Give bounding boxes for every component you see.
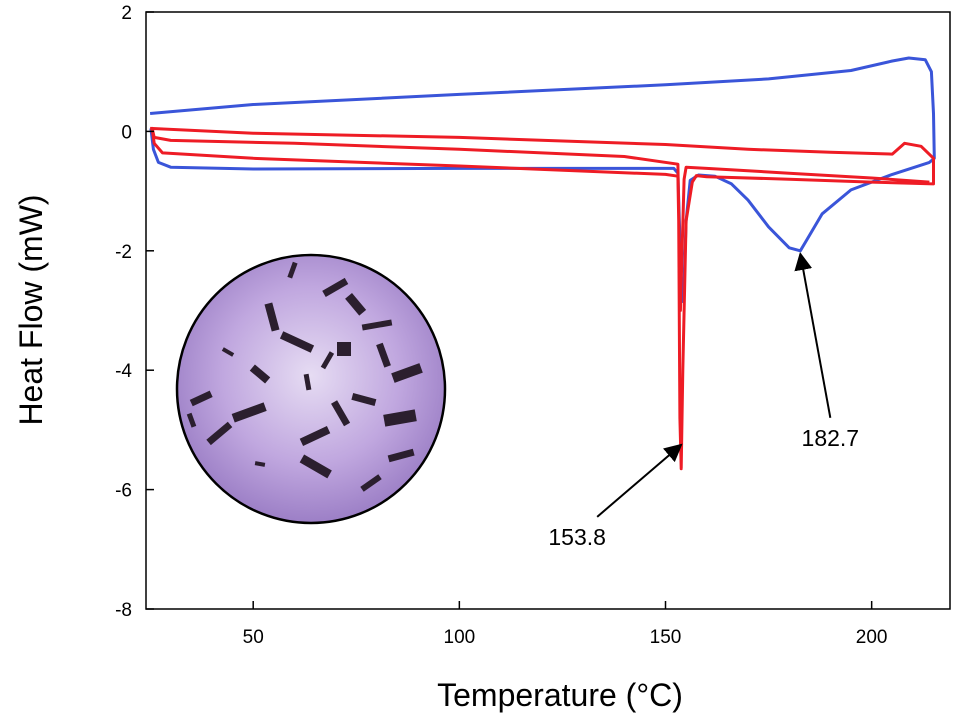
y-tick-label: -4 <box>115 361 132 382</box>
annotation-layer: 153.8 182.7 <box>548 252 860 550</box>
x-tick-label: 50 <box>243 627 264 648</box>
ticks-layer: 50 100 150 200 2 0 -2 -4 -6 -8 <box>115 3 887 648</box>
plot-frame <box>145 11 951 610</box>
annotation-arrow <box>596 443 683 518</box>
y-tick-label: -8 <box>115 600 132 621</box>
x-tick-label: 150 <box>650 627 682 648</box>
y-tick-label: -2 <box>115 242 132 263</box>
annotation-arrow <box>794 252 832 418</box>
y-axis-title: Heat Flow (mW) <box>13 194 49 425</box>
x-tick-label: 200 <box>856 627 888 648</box>
annotation-label: 153.8 <box>548 524 606 550</box>
y-tick-label: 2 <box>121 3 132 24</box>
x-axis-title: Temperature (°C) <box>437 677 683 713</box>
annotation-label: 182.7 <box>802 425 860 451</box>
crystal-micrograph-inset <box>175 253 447 525</box>
y-tick-label: 0 <box>121 122 132 143</box>
series-line-1 <box>149 56 936 303</box>
x-tick-label: 100 <box>444 627 476 648</box>
series-line-2 <box>150 126 935 471</box>
series-layer <box>149 56 936 471</box>
y-tick-label: -6 <box>115 481 132 502</box>
